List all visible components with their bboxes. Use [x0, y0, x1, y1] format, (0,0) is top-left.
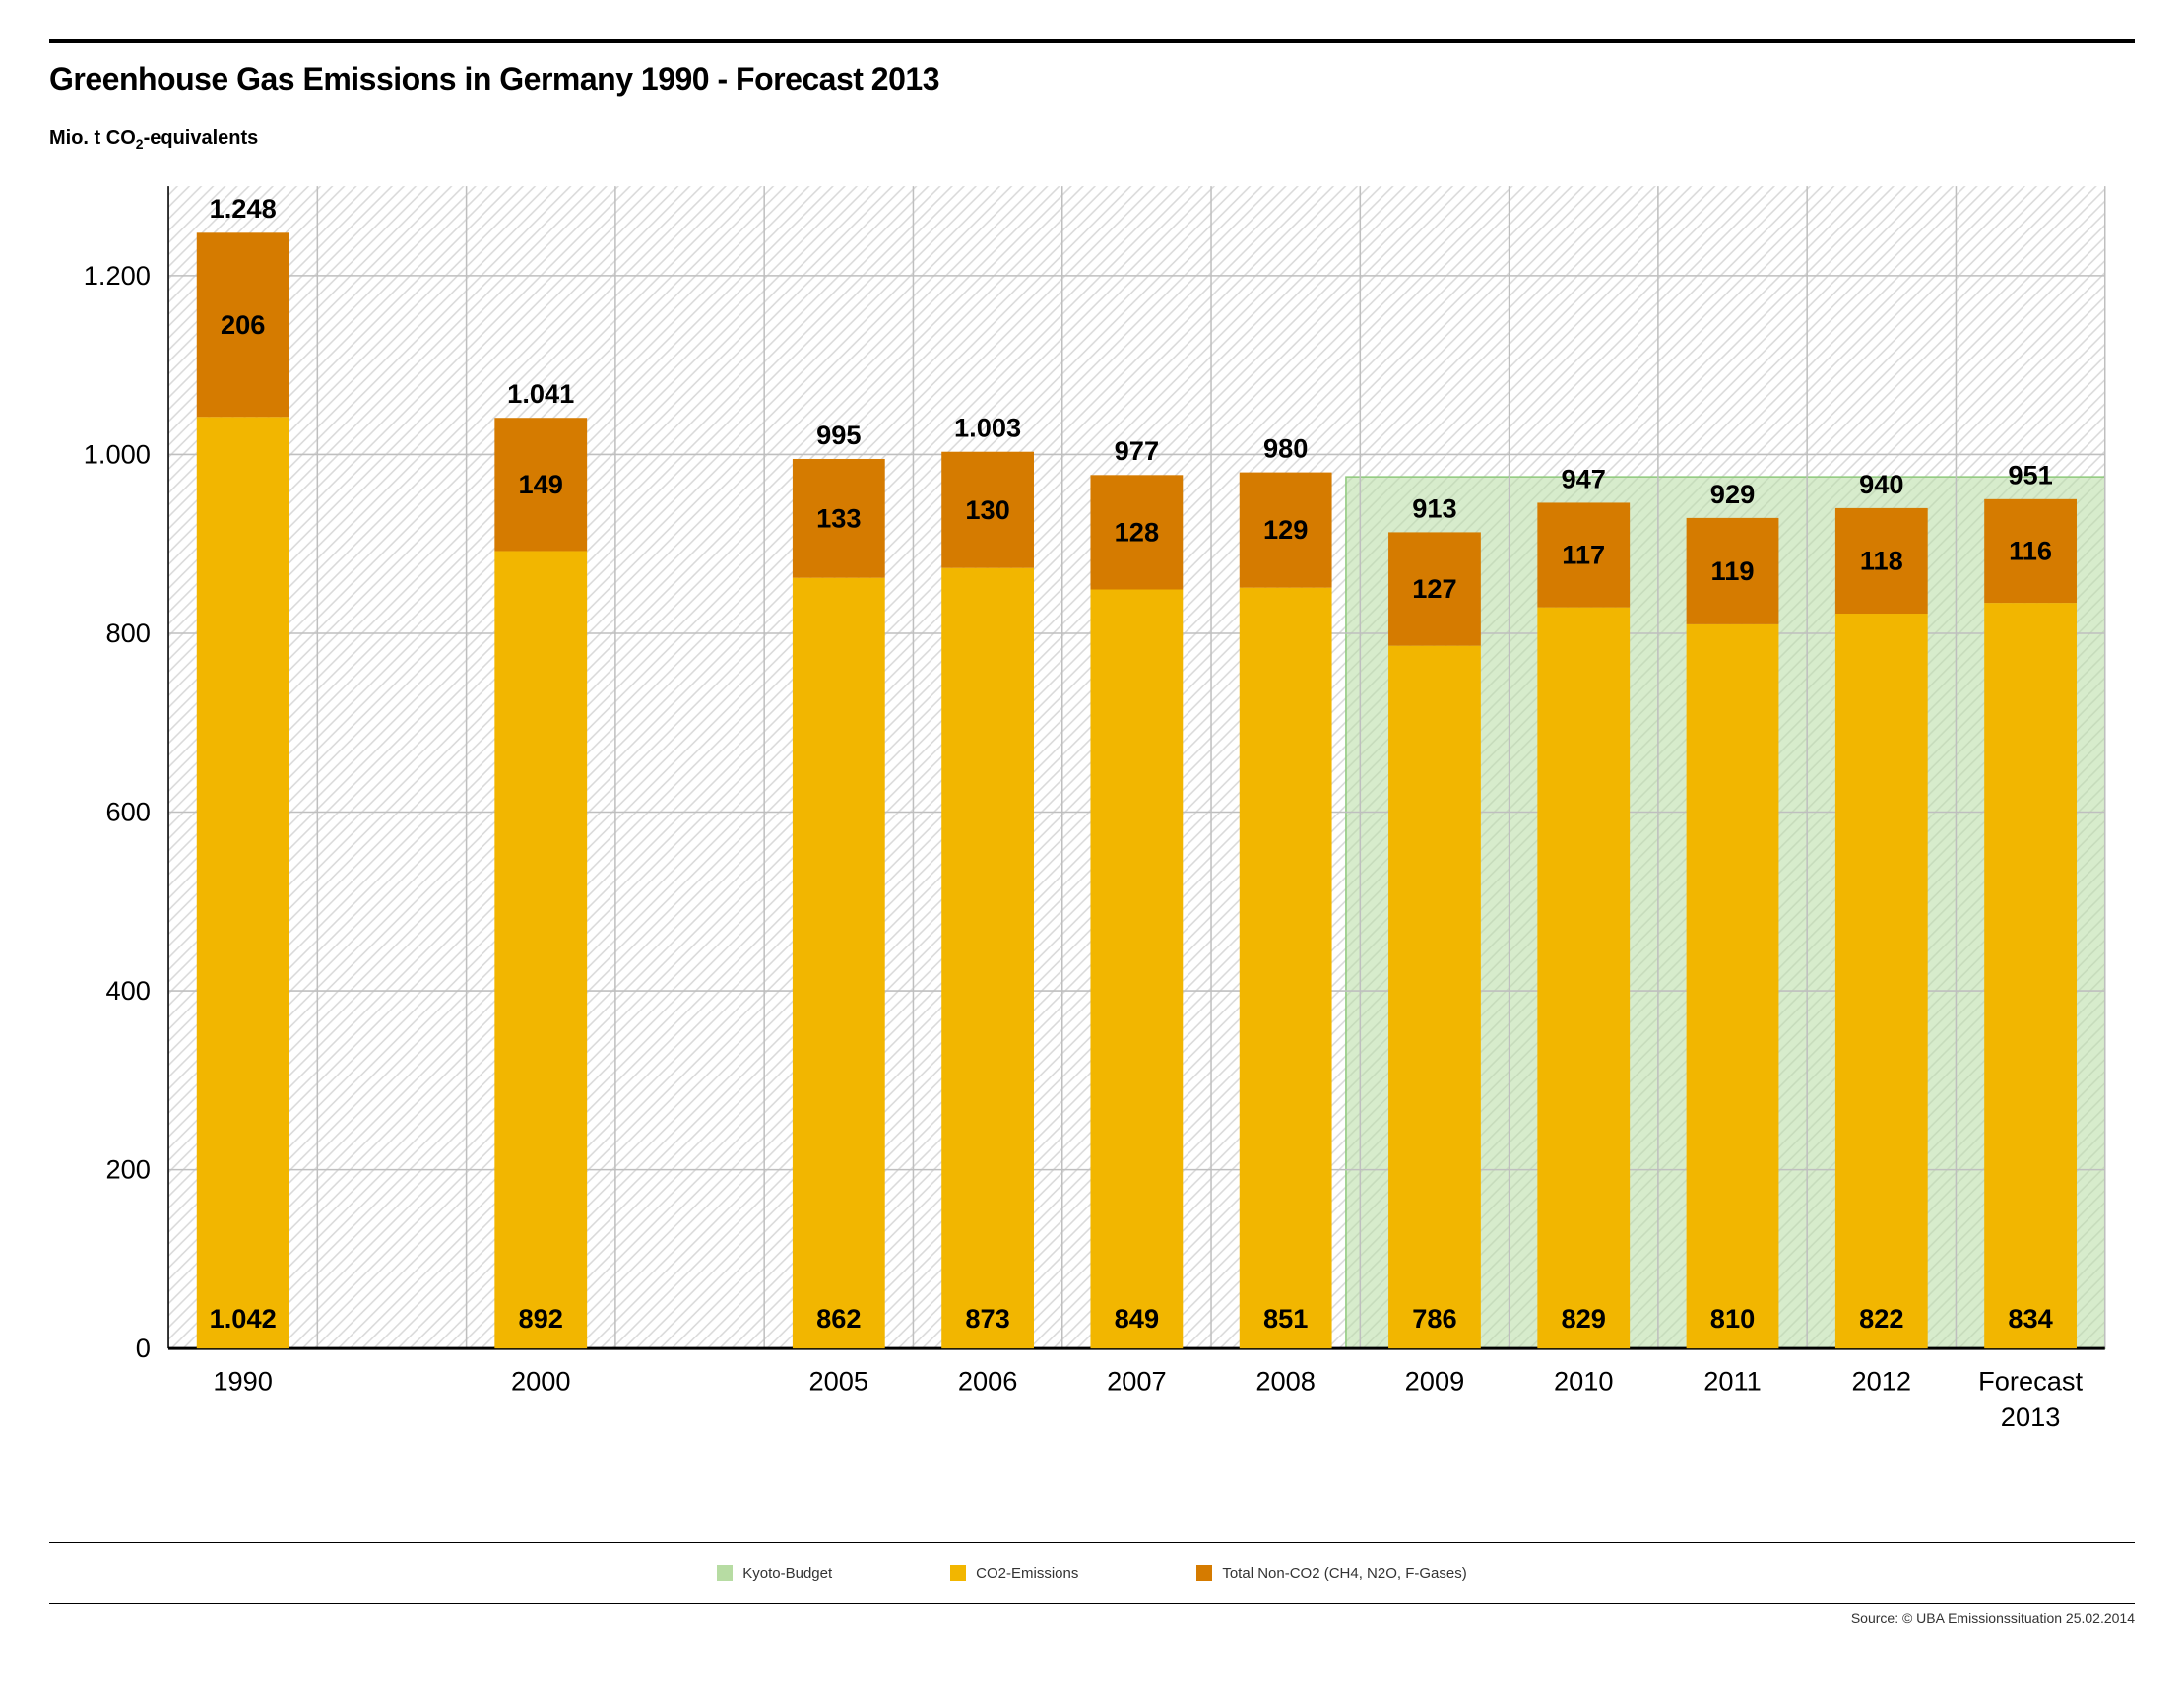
svg-text:1.041: 1.041: [507, 378, 574, 409]
svg-text:786: 786: [1412, 1303, 1456, 1334]
svg-text:118: 118: [1860, 546, 1903, 576]
svg-text:913: 913: [1412, 492, 1456, 523]
svg-text:117: 117: [1562, 540, 1605, 570]
svg-text:116: 116: [2009, 536, 2052, 566]
svg-text:1.042: 1.042: [210, 1303, 277, 1334]
svg-text:2007: 2007: [1107, 1366, 1167, 1397]
svg-text:980: 980: [1263, 432, 1308, 463]
svg-text:600: 600: [105, 797, 150, 827]
svg-text:2005: 2005: [809, 1366, 869, 1397]
svg-text:829: 829: [1562, 1303, 1606, 1334]
svg-text:127: 127: [1412, 573, 1456, 604]
svg-text:400: 400: [105, 975, 150, 1006]
svg-text:2010: 2010: [1554, 1366, 1614, 1397]
svg-text:128: 128: [1115, 516, 1159, 547]
svg-text:129: 129: [1263, 514, 1308, 545]
svg-text:119: 119: [1711, 555, 1755, 586]
svg-text:849: 849: [1115, 1303, 1159, 1334]
svg-text:Forecast: Forecast: [1978, 1366, 2083, 1397]
source-text: Source: © UBA Emissionssituation 25.02.2…: [49, 1604, 2135, 1626]
svg-text:2006: 2006: [958, 1366, 1018, 1397]
svg-text:133: 133: [816, 502, 861, 533]
legend-swatch-kyoto: [717, 1565, 733, 1581]
svg-text:851: 851: [1263, 1303, 1308, 1334]
svg-text:2011: 2011: [1703, 1366, 1762, 1397]
stacked-bar-chart: 0 200 400 600 800 1.000 1.200 1.248 206 1.042 1990…: [49, 171, 2135, 1513]
svg-text:1.200: 1.200: [84, 260, 151, 291]
svg-text:940: 940: [1859, 469, 1903, 499]
y-axis-title: Mio. t CO2-equivalents: [49, 127, 2135, 152]
svg-text:149: 149: [519, 469, 563, 499]
subscript-2: 2: [136, 136, 144, 152]
svg-text:1.003: 1.003: [954, 413, 1021, 443]
legend-label-kyoto: Kyoto-Budget: [742, 1565, 832, 1582]
svg-text:1990: 1990: [213, 1366, 273, 1397]
legend-label-co2: CO2-Emissions: [976, 1565, 1078, 1582]
legend: Kyoto-Budget CO2-Emissions Total Non-CO2…: [49, 1543, 2135, 1603]
svg-text:2000: 2000: [511, 1366, 571, 1397]
svg-text:1.000: 1.000: [84, 439, 151, 470]
subtitle-prefix: Mio. t CO: [49, 127, 136, 149]
svg-text:0: 0: [136, 1333, 151, 1363]
legend-label-nonco2: Total Non-CO2 (CH4, N2O, F-Gases): [1222, 1565, 1466, 1582]
svg-text:206: 206: [221, 309, 265, 340]
svg-text:947: 947: [1562, 463, 1606, 493]
svg-text:977: 977: [1115, 435, 1159, 466]
legend-item-kyoto: Kyoto-Budget: [717, 1565, 832, 1582]
legend-item-co2: CO2-Emissions: [950, 1565, 1078, 1582]
svg-text:2013: 2013: [2001, 1402, 2061, 1432]
svg-text:130: 130: [965, 494, 1009, 525]
svg-text:2009: 2009: [1405, 1366, 1465, 1397]
svg-text:995: 995: [816, 420, 861, 450]
chart-container: 0 200 400 600 800 1.000 1.200 1.248 206 1.042 1990…: [49, 171, 2135, 1513]
svg-text:929: 929: [1710, 479, 1755, 509]
svg-text:822: 822: [1859, 1303, 1903, 1334]
top-rule: [49, 39, 2135, 43]
svg-text:2008: 2008: [1255, 1366, 1316, 1397]
legend-swatch-nonco2: [1196, 1565, 1212, 1581]
svg-text:834: 834: [2008, 1303, 2052, 1334]
svg-text:200: 200: [105, 1154, 150, 1185]
svg-text:1.248: 1.248: [210, 193, 277, 224]
chart-title: Greenhouse Gas Emissions in Germany 1990…: [49, 61, 2135, 98]
svg-text:810: 810: [1710, 1303, 1755, 1334]
legend-item-nonco2: Total Non-CO2 (CH4, N2O, F-Gases): [1196, 1565, 1466, 1582]
svg-text:800: 800: [105, 618, 150, 648]
svg-text:892: 892: [519, 1303, 563, 1334]
svg-text:873: 873: [965, 1303, 1009, 1334]
legend-swatch-co2: [950, 1565, 966, 1581]
svg-text:951: 951: [2008, 460, 2052, 490]
svg-text:2012: 2012: [1852, 1366, 1912, 1397]
svg-text:862: 862: [816, 1303, 861, 1334]
subtitle-suffix: -equivalents: [144, 127, 259, 149]
